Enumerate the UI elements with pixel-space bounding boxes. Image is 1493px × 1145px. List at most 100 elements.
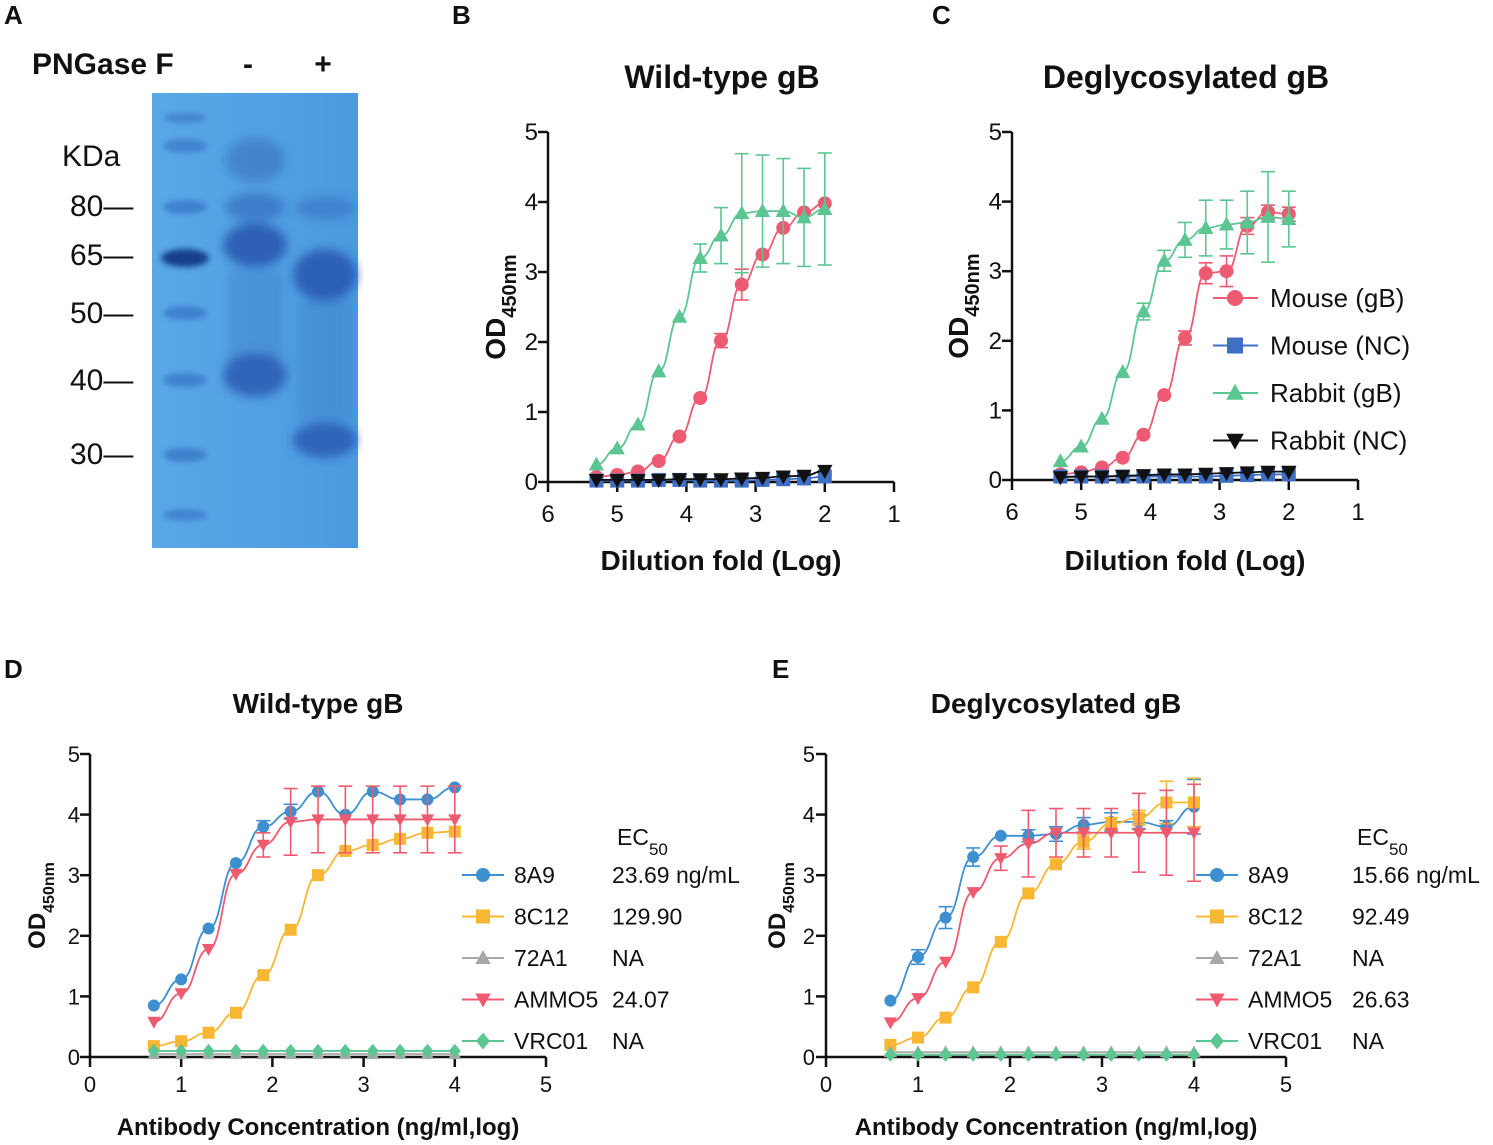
data-point (256, 839, 270, 852)
legend-label: 72A1 (514, 945, 568, 971)
panel-letter-b: B (452, 0, 471, 30)
data-point (147, 1043, 160, 1059)
data-point (1156, 252, 1172, 267)
ec50-value: NA (612, 945, 645, 971)
data-point (939, 956, 953, 969)
data-point (966, 887, 980, 900)
data-point (912, 1047, 924, 1062)
data-point (202, 922, 215, 935)
x-axis-label: Antibody Concentration (ng/ml,log) (855, 1114, 1258, 1140)
data-point (175, 1035, 188, 1048)
data-point (393, 814, 407, 827)
data-point (967, 981, 980, 994)
x-tick-label: 6 (541, 501, 554, 528)
data-point (1198, 467, 1214, 482)
series-8a9 (884, 778, 1201, 1007)
data-point (202, 1026, 215, 1039)
y-axis-label: OD450nm (943, 253, 984, 358)
marker-80: 80— (70, 190, 133, 223)
data-point (692, 473, 708, 488)
data-point (692, 249, 708, 264)
ec50-value: NA (1352, 1028, 1385, 1054)
data-point (1050, 1047, 1062, 1062)
ec50-value: 92.49 (1352, 904, 1410, 930)
legend-item: 72A1 NA (1196, 945, 1385, 971)
data-point (1050, 858, 1062, 871)
x-tick-label: 3 (357, 1072, 369, 1097)
data-point (817, 200, 833, 215)
data-point (671, 473, 688, 488)
legend-label: VRC01 (514, 1028, 588, 1054)
lane-minus-label: - (243, 48, 253, 81)
data-point (734, 472, 750, 487)
data-point (1132, 1047, 1145, 1062)
data-point (609, 440, 625, 455)
data-point (284, 816, 298, 829)
data-point (257, 820, 270, 833)
data-point (713, 473, 729, 488)
ec50-header: EC50 (1357, 824, 1408, 859)
x-tick-label: 1 (912, 1072, 924, 1097)
x-tick-label: 1 (887, 501, 900, 528)
data-point (420, 814, 435, 827)
series-8c12 (884, 777, 1201, 1051)
data-point (147, 999, 160, 1012)
legend-item: Mouse (NC) (1213, 331, 1410, 361)
legend-item: 72A1 NA (462, 945, 645, 971)
y-axis-label: OD450nm (480, 254, 521, 359)
y-tick-label: 5 (525, 119, 538, 146)
legend-dilution: Mouse (gB) Mouse (NC) Rabbit (gB) Rabbit (N… (1213, 283, 1410, 456)
data-point (884, 1047, 897, 1062)
y-tick-label: 3 (68, 863, 80, 888)
data-point (754, 471, 771, 486)
y-tick-label: 2 (989, 328, 1002, 355)
y-tick-label: 3 (525, 259, 538, 286)
data-point (1077, 827, 1091, 840)
data-point (884, 994, 897, 1007)
legend-item: AMMO5 26.63 (1196, 987, 1410, 1013)
x-tick-label: 5 (611, 501, 624, 528)
lane-plus-label: + (314, 48, 332, 81)
ec50-value: 23.69 ng/mL (612, 862, 740, 888)
legend-marker (476, 909, 490, 924)
chart-panel-b: Wild-type gB 6 5 4 3 2 1 0 1 2 3 4 5 Dilution fold (L… (480, 59, 901, 576)
ec50-value: NA (1352, 945, 1385, 971)
legend-marker (1210, 1032, 1224, 1050)
data-point (1022, 1047, 1035, 1062)
legend-item: Rabbit (gB) (1213, 378, 1402, 408)
data-point (1260, 208, 1276, 223)
data-point (174, 988, 188, 1001)
data-point (994, 1047, 1007, 1062)
chart-title: Wild-type gB (624, 59, 819, 95)
data-point (912, 951, 924, 964)
data-point (312, 1043, 324, 1059)
data-point (1198, 219, 1214, 234)
data-point (394, 1043, 407, 1059)
data-point (796, 209, 812, 224)
legend-marker (475, 949, 491, 964)
x-tick-label: 2 (1282, 499, 1295, 526)
data-point (1135, 469, 1152, 484)
data-point (257, 1043, 270, 1059)
data-point (229, 868, 243, 881)
data-point (588, 456, 605, 471)
y-axis-label: OD450nm (24, 862, 58, 949)
data-point (339, 1043, 352, 1059)
legend-marker (1210, 909, 1224, 924)
data-point (1052, 453, 1069, 468)
legend-item: 8A9 15.66 ng/mL (1196, 862, 1480, 888)
enzyme-label: PNGase F (32, 48, 174, 81)
data-point (994, 829, 1007, 842)
data-point (1136, 427, 1151, 442)
data-point (1218, 467, 1235, 482)
x-tick-label: 5 (540, 1072, 552, 1097)
data-point (1104, 827, 1118, 840)
x-tick-label: 2 (266, 1072, 278, 1097)
legend-item: VRC01 NA (1196, 1028, 1385, 1054)
data-point (1281, 465, 1297, 480)
legend-label: Mouse (gB) (1270, 283, 1404, 313)
y-tick-label: 0 (803, 1045, 815, 1070)
legend-marker (1227, 290, 1243, 306)
data-point (1049, 827, 1063, 840)
